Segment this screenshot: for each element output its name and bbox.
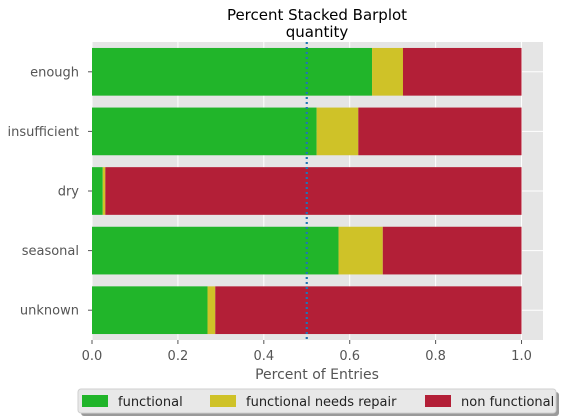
bar-segment xyxy=(215,286,522,335)
bar-segment xyxy=(105,167,522,215)
legend-swatch xyxy=(210,395,236,407)
x-axis-ticks: 0.0 0.2 0.4 0.6 0.8 1.0 xyxy=(82,340,532,364)
bar-segment xyxy=(338,226,383,275)
bar-segment xyxy=(92,286,208,335)
legend-label: non functional xyxy=(461,395,554,410)
bar-segment xyxy=(92,167,103,215)
x-tick-label: 0.2 xyxy=(168,349,189,364)
bar-segment xyxy=(92,47,373,96)
y-tick-label: enough xyxy=(30,65,79,80)
chart-title: Percent Stacked Barplot xyxy=(227,6,407,24)
legend-swatch xyxy=(425,395,451,407)
x-tick-label: 0.8 xyxy=(425,349,446,364)
y-tick-label: dry xyxy=(58,185,80,200)
y-tick-label: unknown xyxy=(20,304,79,319)
x-tick-label: 1.0 xyxy=(511,349,532,364)
bar-segment xyxy=(207,286,216,335)
bar-segment xyxy=(372,47,403,96)
bar-segment xyxy=(358,107,522,156)
legend-label: functional needs repair xyxy=(246,395,397,410)
legend: functional functional needs repair non fun… xyxy=(77,388,559,416)
x-tick-label: 0.6 xyxy=(339,349,360,364)
bars xyxy=(92,47,522,335)
bar-segment xyxy=(102,167,106,215)
x-axis-label: Percent of Entries xyxy=(255,367,379,383)
bar-segment xyxy=(316,107,359,156)
y-tick-label: insufficient xyxy=(7,125,79,140)
bar-segment xyxy=(92,107,317,156)
bar-segment xyxy=(402,47,522,96)
legend-swatch xyxy=(82,395,108,407)
x-tick-label: 0.0 xyxy=(82,349,103,364)
legend-label: functional xyxy=(118,395,183,410)
bar-segment xyxy=(382,226,522,275)
x-tick-label: 0.4 xyxy=(253,349,274,364)
chart-subtitle: quantity xyxy=(286,23,349,41)
bar-segment xyxy=(92,226,339,275)
y-tick-label: seasonal xyxy=(22,244,79,259)
y-axis-ticks: enough insufficient dry seasonal unknown xyxy=(7,65,92,319)
